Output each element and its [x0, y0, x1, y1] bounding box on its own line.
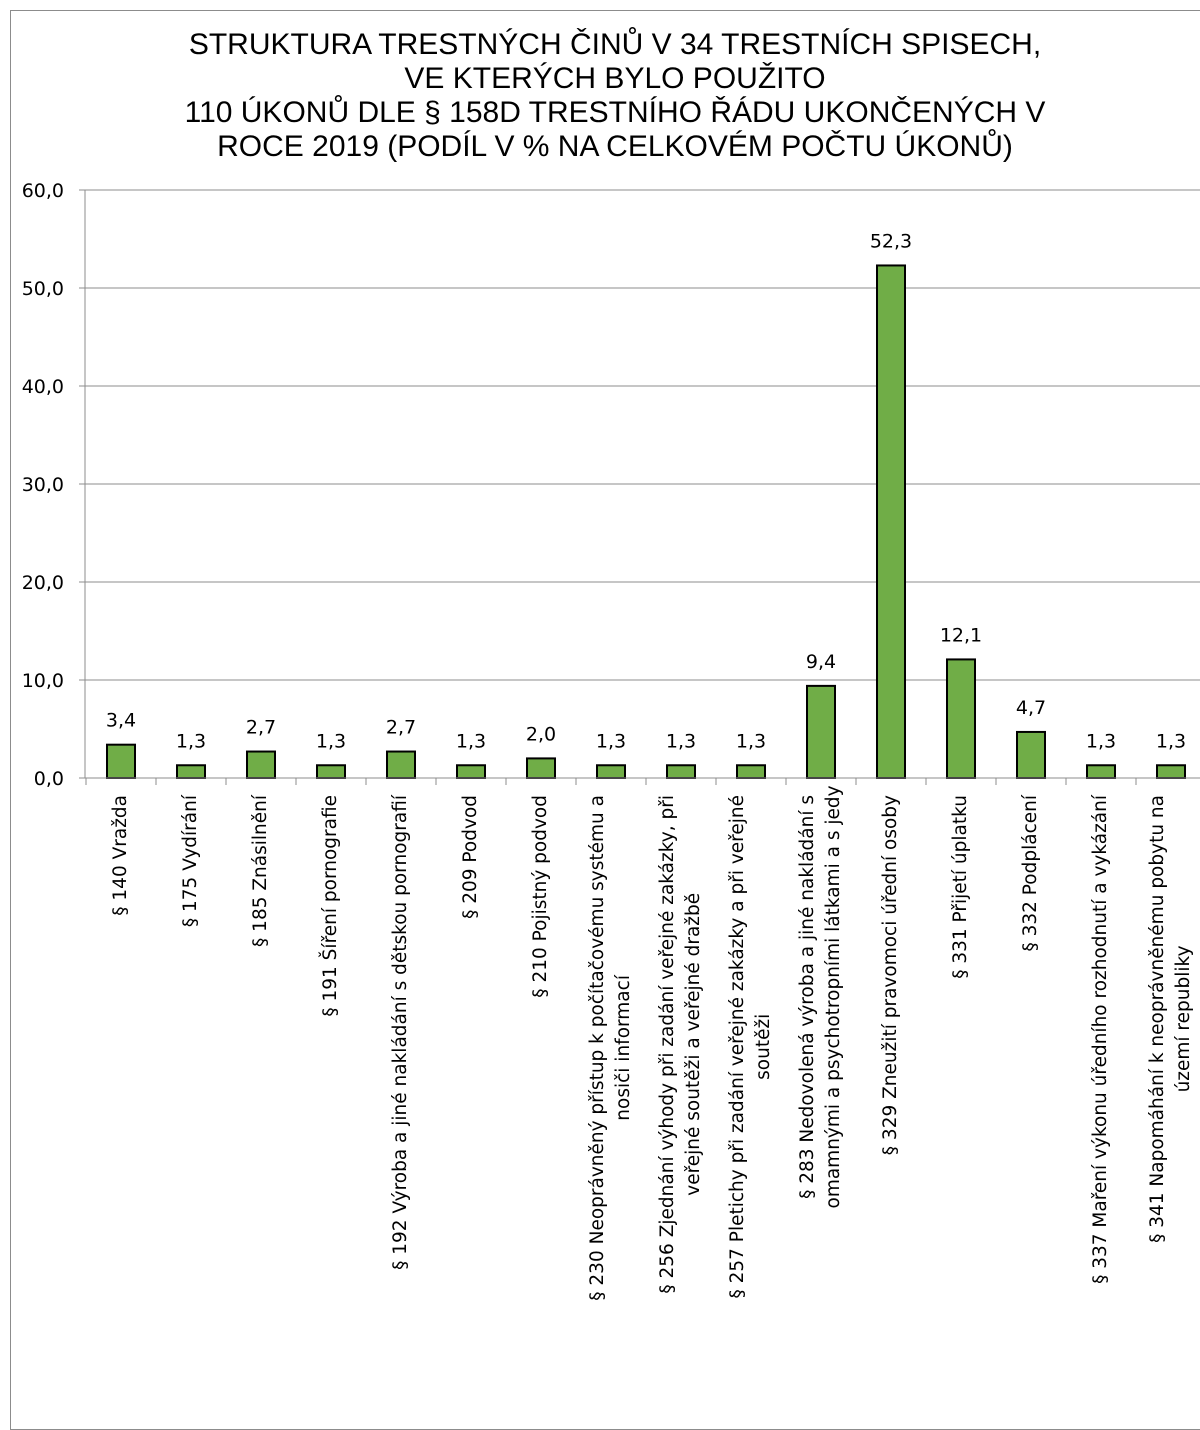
data-label: 2,7 — [246, 717, 276, 739]
category-label: § 230 Neoprávněný přístup k počítačovému… — [587, 795, 608, 1301]
category-label: území republiky — [1173, 945, 1194, 1092]
category-label: § 209 Podvod — [460, 795, 481, 919]
data-label: 12,1 — [940, 624, 982, 646]
bar — [876, 264, 906, 779]
category-label: § 332 Podplácení — [1020, 794, 1041, 951]
category-label: § 329 Zneužití pravomoci úřední osoby — [880, 795, 901, 1155]
data-label: 1,3 — [666, 730, 696, 752]
data-label: 1,3 — [316, 730, 346, 752]
data-label: 1,3 — [1156, 730, 1186, 752]
bar — [316, 764, 346, 780]
y-tick-label: 40,0 — [22, 376, 64, 398]
title-line-3: 110 ÚKONŮ DLE § 158D TRESTNÍHO ŘÁDU UKON… — [184, 96, 1046, 129]
y-tick-label: 60,0 — [22, 180, 64, 202]
data-label: 1,3 — [456, 730, 486, 752]
bar — [666, 764, 696, 780]
category-label: § 331 Přijetí úplatku — [950, 795, 971, 979]
data-label: 2,7 — [386, 717, 416, 739]
data-label: 1,3 — [596, 730, 626, 752]
category-label: § 341 Napomáhání k neoprávněnému pobytu … — [1147, 795, 1168, 1243]
category-label: § 185 Znásilnění — [250, 794, 271, 947]
title-line-1: STRUKTURA TRESTNÝCH ČINŮ V 34 TRESTNÍCH … — [188, 28, 1042, 61]
y-tick-label: 10,0 — [22, 670, 64, 692]
chart-frame — [10, 10, 1200, 1430]
bar — [1086, 764, 1116, 780]
title-line-4: ROCE 2019 (PODÍL V % NA CELKOVÉM POČTU Ú… — [217, 130, 1013, 163]
category-label: nosiči informací — [613, 974, 634, 1121]
bar — [106, 743, 136, 779]
chart-title: STRUKTURA TRESTNÝCH ČINŮ V 34 TRESTNÍCH … — [0, 28, 1200, 164]
category-label: soutěži — [753, 1014, 774, 1080]
data-label: 52,3 — [870, 230, 912, 252]
bar — [946, 658, 976, 779]
data-label: 2,0 — [526, 723, 556, 745]
bar — [456, 764, 486, 780]
bar — [736, 764, 766, 780]
category-label: § 256 Zjednání výhody při zadání veřejné… — [657, 795, 678, 1294]
y-tick-label: 30,0 — [22, 474, 64, 496]
bar — [386, 750, 416, 779]
category-label: § 175 Vydírání — [180, 794, 201, 927]
bar — [176, 764, 206, 780]
bar — [596, 764, 626, 780]
category-label: § 192 Výroba a jiné nakládání s dětskou … — [390, 794, 411, 1270]
data-label: 3,4 — [106, 710, 136, 732]
data-label: 1,3 — [736, 730, 766, 752]
bar — [246, 750, 276, 779]
y-tick-label: 0,0 — [34, 768, 64, 790]
bar — [806, 684, 836, 780]
bar — [526, 757, 556, 780]
y-tick-label: 20,0 — [22, 572, 64, 594]
bar — [1156, 764, 1186, 780]
title-line-2: VE KTERÝCH BYLO POUŽITO — [404, 62, 826, 95]
category-label: § 257 Pletichy při zadání veřejné zakázk… — [727, 795, 748, 1299]
category-label: § 283 Nedovolená výroba a jiné nakládání… — [797, 795, 818, 1199]
bar — [1016, 730, 1046, 780]
category-label: veřejné soutěži a veřejné dražbě — [683, 893, 704, 1196]
y-tick-label: 50,0 — [22, 278, 64, 300]
data-label: 1,3 — [1086, 730, 1116, 752]
category-label: § 191 Šíření pornografie — [319, 795, 341, 1017]
category-label: § 140 Vražda — [110, 795, 131, 916]
data-label: 1,3 — [176, 730, 206, 752]
category-label: omamnými a psychotropními látkami a s je… — [823, 785, 844, 1208]
data-label: 9,4 — [806, 651, 836, 673]
data-label: 4,7 — [1016, 697, 1046, 719]
category-label: § 210 Pojistný podvod — [530, 795, 551, 998]
category-label: § 337 Maření výkonu úředního rozhodnutí … — [1090, 794, 1111, 1284]
